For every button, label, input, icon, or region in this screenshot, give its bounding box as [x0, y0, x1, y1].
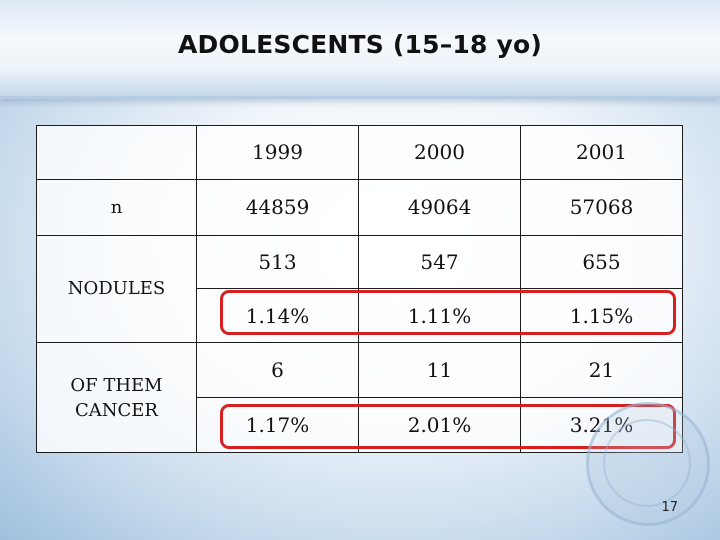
statistics-table-container: 1999 2000 2001 n 44859 49064 57068 NODUL… — [36, 125, 683, 453]
table-row-nodules-count: NODULES 513 547 655 — [36, 234, 683, 344]
page-number: 17 — [661, 500, 678, 515]
table-cell: 513 — [196, 234, 359, 290]
row-label-n: n — [36, 178, 197, 236]
slide-title: ADOLESCENTS (15–18 yo) — [178, 30, 542, 59]
table-cell: 655 — [520, 234, 683, 290]
year-header: 2000 — [358, 125, 521, 180]
table-row-cancer-count: OF THEM CANCER 6 11 21 — [36, 342, 683, 453]
year-header: 1999 — [196, 125, 359, 180]
title-band — [0, 0, 720, 99]
table-cell: 6 — [196, 342, 359, 399]
table-cell: 21 — [520, 342, 683, 399]
row-label-cancer: OF THEM CANCER — [36, 342, 197, 453]
table-cell: 44859 — [196, 178, 359, 236]
table-cell: 547 — [358, 234, 521, 290]
corner-cell — [36, 125, 197, 180]
table-cell: 49064 — [358, 178, 521, 236]
row-label-nodules: NODULES — [36, 234, 197, 344]
year-header: 2001 — [520, 125, 683, 180]
association-seal-icon — [586, 402, 710, 526]
table-row-n: n 44859 49064 57068 — [36, 178, 683, 236]
nodules-percent-highlight — [220, 290, 676, 335]
table-cell: 57068 — [520, 178, 683, 236]
table-header-row: 1999 2000 2001 — [36, 125, 683, 180]
table-cell: 11 — [358, 342, 521, 399]
